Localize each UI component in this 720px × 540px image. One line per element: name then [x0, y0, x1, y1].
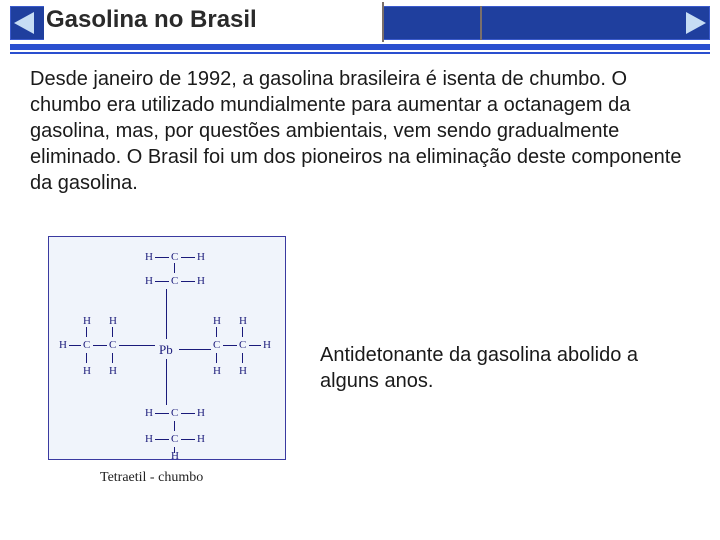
next-arrow-icon[interactable]: [686, 12, 706, 34]
atom-h: H: [213, 315, 221, 327]
atom-h: H: [239, 365, 247, 377]
atom-h: H: [145, 407, 153, 419]
atom-h: H: [109, 365, 117, 377]
atom-c: C: [213, 339, 220, 351]
atom-c: C: [109, 339, 116, 351]
side-text: Antidetonante da gasolina abolido a algu…: [320, 342, 660, 394]
atom-c: C: [171, 275, 178, 287]
atom-h: H: [83, 315, 91, 327]
atom-h: H: [239, 315, 247, 327]
atom-h: H: [83, 365, 91, 377]
title-divider: [480, 6, 482, 40]
diagram-caption: Tetraetil - chumbo: [100, 470, 203, 486]
atom-c: C: [171, 433, 178, 445]
atom-h: H: [59, 339, 67, 351]
atom-h: H: [197, 275, 205, 287]
atom-c: C: [83, 339, 90, 351]
atom-h: H: [145, 251, 153, 263]
atom-h: H: [171, 450, 179, 462]
atom-h: H: [197, 407, 205, 419]
atom-c: C: [171, 407, 178, 419]
title-bar: Gasolina no Brasil: [0, 0, 720, 46]
atom-pb: Pb: [159, 342, 173, 358]
title-underline-thin: [10, 52, 710, 54]
atom-h: H: [197, 433, 205, 445]
slide-title: Gasolina no Brasil: [46, 6, 257, 34]
atom-h: H: [145, 275, 153, 287]
atom-h: H: [145, 433, 153, 445]
atom-c: C: [239, 339, 246, 351]
atom-h: H: [213, 365, 221, 377]
prev-arrow-icon[interactable]: [14, 12, 34, 34]
body-paragraph: Desde janeiro de 1992, a gasolina brasil…: [30, 66, 690, 196]
tetraethyl-lead-structure: Pb H C H H C H H C H H C H H H H H: [55, 243, 279, 453]
title-underline-thick: [10, 44, 710, 50]
molecule-diagram: Pb H C H H C H H C H H C H H H H H: [48, 236, 286, 460]
atom-h: H: [109, 315, 117, 327]
atom-h: H: [197, 251, 205, 263]
atom-h: H: [263, 339, 271, 351]
atom-c: C: [171, 251, 178, 263]
